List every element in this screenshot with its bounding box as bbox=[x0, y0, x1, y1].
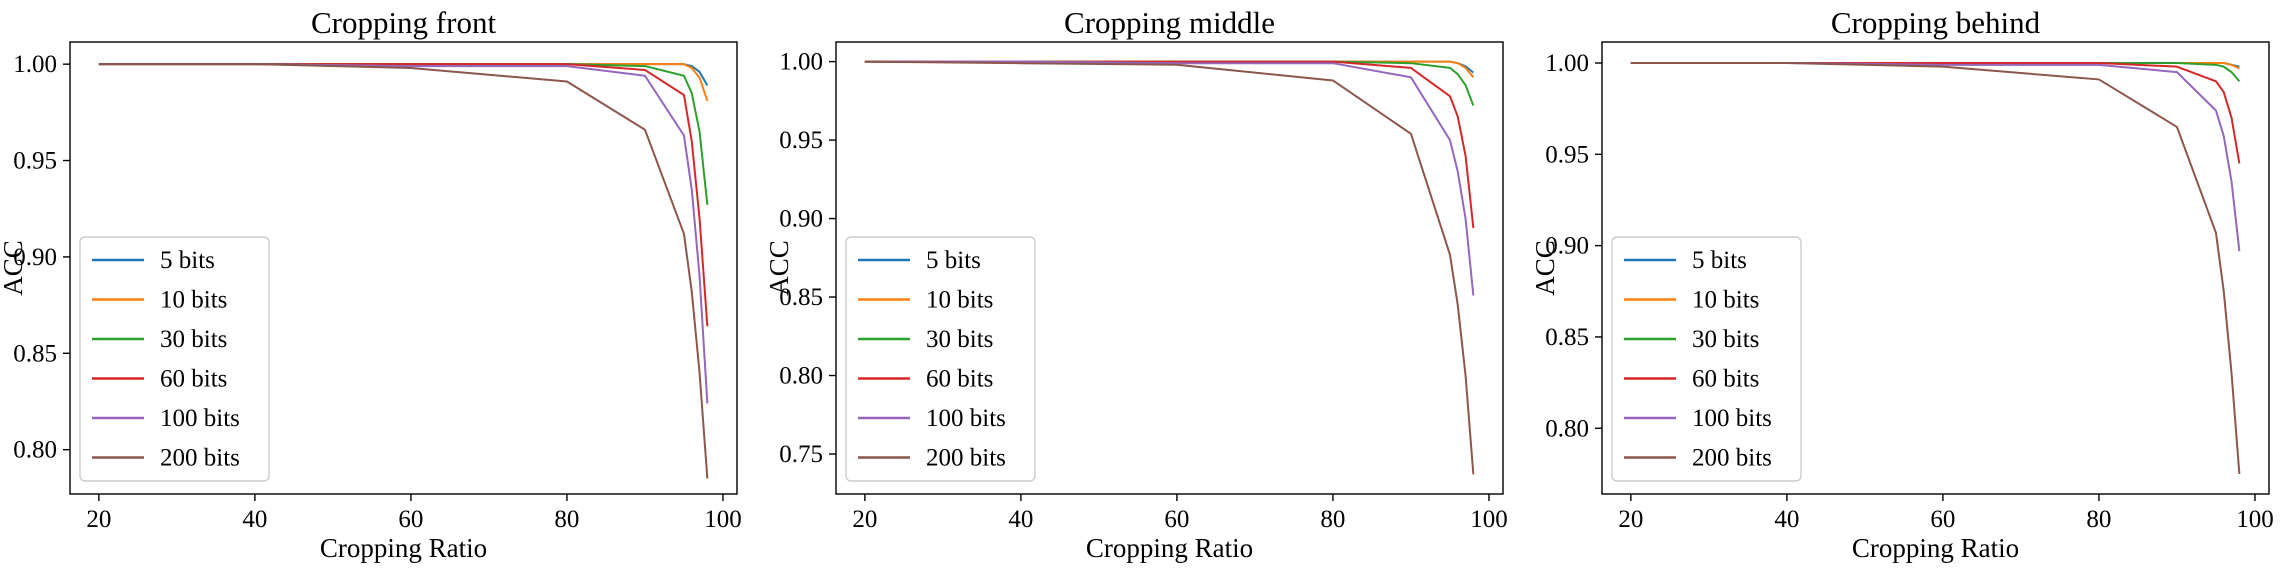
legend-label: 100 bits bbox=[1692, 405, 1772, 432]
x-tick-label: 20 bbox=[1618, 506, 1643, 533]
y-axis-label: ACC bbox=[0, 240, 28, 296]
series-line-60-bits bbox=[1630, 62, 2241, 164]
legend-label: 10 bits bbox=[926, 287, 993, 314]
legend: 5 bits 10 bits 30 bits 60 bits 100 bits 200 b… bbox=[79, 236, 270, 482]
series-line-100-bits bbox=[1630, 62, 2241, 252]
axes-frame bbox=[835, 41, 1504, 495]
legend-label: 200 bits bbox=[926, 445, 1006, 472]
x-axis-label: Cropping Ratio bbox=[1086, 533, 1253, 563]
y-axis-label: ACC bbox=[1530, 240, 1560, 296]
legend-label: 30 bits bbox=[1692, 326, 1759, 353]
legend-label: 5 bits bbox=[160, 247, 215, 274]
series-line-200-bits bbox=[1630, 62, 2241, 474]
y-tick-label: 0.95 bbox=[13, 148, 57, 175]
x-tick-label: 80 bbox=[1320, 506, 1345, 533]
chart-panel-2: 20 40 60 80 100 0.75 0.80 0.85 0.90 0.95 1.00 Cropp… bbox=[764, 5, 1508, 563]
legend-label: 30 bits bbox=[160, 326, 227, 353]
x-tick-label: 20 bbox=[86, 506, 111, 533]
legend-label: 100 bits bbox=[926, 405, 1006, 432]
x-tick-label: 100 bbox=[704, 506, 742, 533]
y-tick-label: 0.90 bbox=[1545, 233, 1589, 260]
legend-box bbox=[845, 236, 1036, 482]
legend-label: 200 bits bbox=[1692, 445, 1772, 472]
y-tick-label: 0.95 bbox=[1545, 141, 1589, 168]
x-tick-label: 100 bbox=[1470, 506, 1508, 533]
legend-label: 60 bits bbox=[1692, 366, 1759, 393]
x-tick-label: 80 bbox=[554, 506, 579, 533]
x-tick-label: 80 bbox=[2086, 506, 2111, 533]
series-line-30-bits bbox=[98, 63, 709, 205]
y-tick-label: 0.85 bbox=[13, 340, 57, 367]
legend: 5 bits 10 bits 30 bits 60 bits 100 bits 200 b… bbox=[845, 236, 1036, 482]
series-line-200-bits bbox=[864, 60, 1475, 475]
y-tick-label: 0.80 bbox=[779, 363, 823, 390]
y-tick-label: 0.80 bbox=[13, 437, 57, 464]
legend-label: 60 bits bbox=[160, 366, 227, 393]
y-tick-label: 1.00 bbox=[1545, 50, 1589, 77]
axes-frame bbox=[69, 41, 738, 495]
x-tick-label: 60 bbox=[398, 506, 423, 533]
chart-title: Cropping middle bbox=[1064, 5, 1275, 40]
x-tick-label: 60 bbox=[1164, 506, 1189, 533]
x-axis-label: Cropping Ratio bbox=[320, 533, 487, 563]
y-tick-label: 0.75 bbox=[779, 441, 823, 468]
legend-box bbox=[1611, 236, 1802, 482]
y-tick-label: 0.85 bbox=[779, 284, 823, 311]
legend-label: 200 bits bbox=[160, 445, 240, 472]
series-line-200-bits bbox=[98, 63, 709, 479]
y-axis-label: ACC bbox=[764, 240, 794, 296]
axes-frame bbox=[1601, 41, 2270, 495]
y-tick-label: 0.95 bbox=[779, 127, 823, 154]
chart-title: Cropping front bbox=[311, 5, 497, 40]
x-tick-label: 40 bbox=[1008, 506, 1033, 533]
x-tick-label: 40 bbox=[242, 506, 267, 533]
y-tick-label: 1.00 bbox=[13, 51, 57, 78]
y-tick-label: 1.00 bbox=[779, 49, 823, 76]
x-tick-label: 100 bbox=[2236, 506, 2274, 533]
legend: 5 bits 10 bits 30 bits 60 bits 100 bits 200 b… bbox=[1611, 236, 1802, 482]
legend-label: 100 bits bbox=[160, 405, 240, 432]
chart-panel-1: 20 40 60 80 100 0.80 0.85 0.90 0.95 1.00 Cropping … bbox=[0, 5, 742, 563]
y-tick-label: 0.80 bbox=[1545, 415, 1589, 442]
x-axis-label: Cropping Ratio bbox=[1852, 533, 2019, 563]
y-tick-label: 0.85 bbox=[1545, 324, 1589, 351]
series-line-10-bits bbox=[98, 63, 709, 102]
chart-title: Cropping behind bbox=[1831, 5, 2041, 40]
legend-label: 5 bits bbox=[1692, 247, 1747, 274]
legend-label: 30 bits bbox=[926, 326, 993, 353]
x-tick-label: 60 bbox=[1930, 506, 1955, 533]
legend-box bbox=[79, 236, 270, 482]
series-line-100-bits bbox=[864, 60, 1475, 296]
legend-label: 60 bits bbox=[926, 366, 993, 393]
x-tick-label: 20 bbox=[852, 506, 877, 533]
legend-label: 5 bits bbox=[926, 247, 981, 274]
legend-label: 10 bits bbox=[160, 287, 227, 314]
x-tick-label: 40 bbox=[1774, 506, 1799, 533]
series-line-30-bits bbox=[864, 60, 1475, 106]
y-tick-label: 0.90 bbox=[13, 244, 57, 271]
legend-label: 10 bits bbox=[1692, 287, 1759, 314]
series-line-60-bits bbox=[864, 60, 1475, 229]
y-tick-label: 0.90 bbox=[779, 206, 823, 233]
chart-panel-3: 20 40 60 80 100 0.80 0.85 0.90 0.95 1.00 Cropping … bbox=[1530, 5, 2274, 563]
